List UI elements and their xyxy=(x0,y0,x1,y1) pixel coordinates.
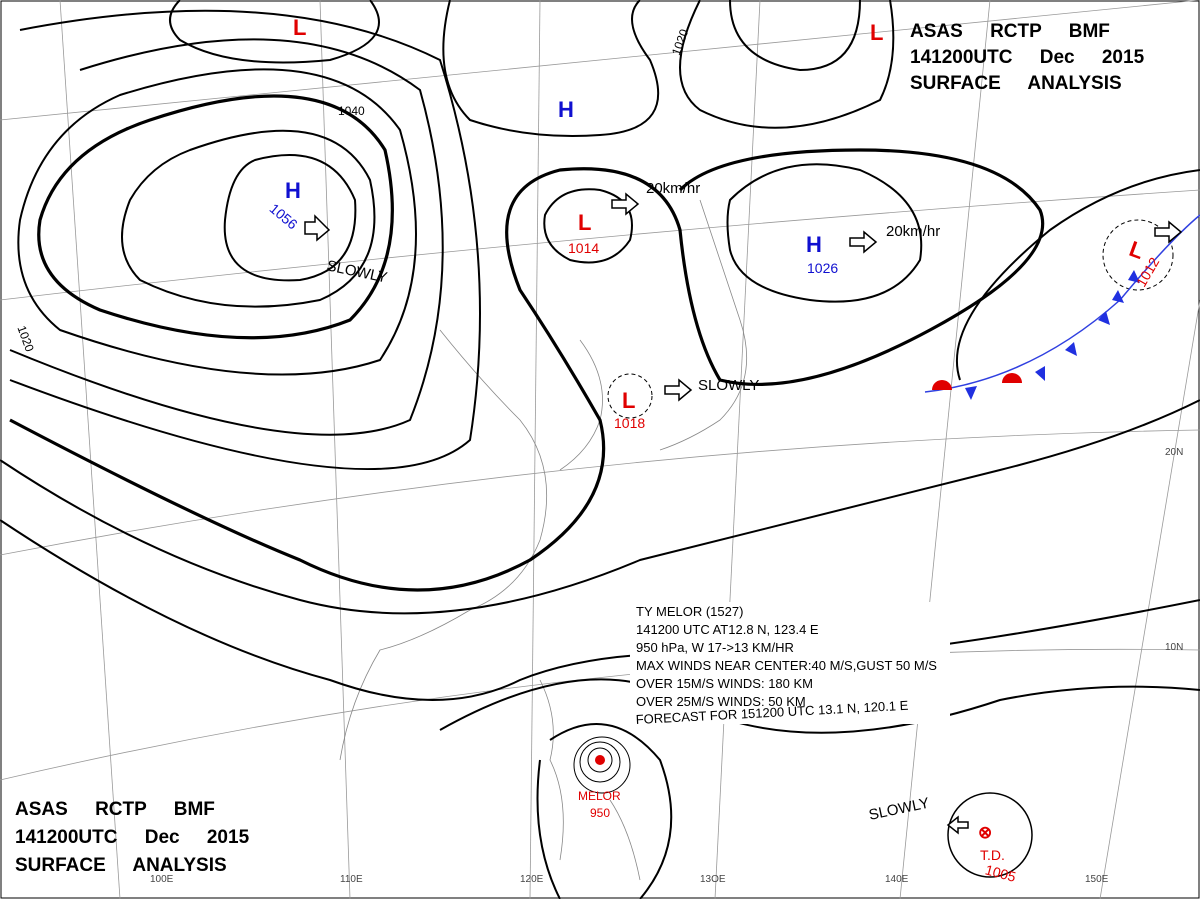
info-line: OVER 15M/S WINDS: 180 KM xyxy=(636,676,813,691)
lon-label: 110E xyxy=(340,874,363,885)
system-symbol: T.D. xyxy=(980,847,1005,863)
system-symbol: L xyxy=(622,388,635,413)
lon-label: 140E xyxy=(885,874,909,885)
header-line: ASAS RCTP BMF xyxy=(15,799,215,820)
coastlines xyxy=(339,199,748,881)
system-pressure: 1018 xyxy=(614,415,645,431)
lat-label: 20N xyxy=(1165,447,1183,458)
system-symbol: H xyxy=(558,97,574,122)
system-pressure: 1005 xyxy=(983,861,1017,885)
info-line: OVER 25M/S WINDS: 50 KM xyxy=(636,694,806,709)
system-symbol: H xyxy=(285,178,301,203)
headers: ASAS RCTP BMF 141200UTC Dec 2015 SURFACE… xyxy=(15,21,1145,876)
system-symbol: L xyxy=(870,20,883,45)
info-line: 141200 UTC AT12.8 N, 123.4 E xyxy=(636,622,819,637)
system-symbol: L xyxy=(578,210,591,235)
system-pressure: 1026 xyxy=(807,260,838,276)
lon-label: 120E xyxy=(520,874,544,885)
info-line: TY MELOR (1527) xyxy=(636,604,743,619)
lon-label: 100E xyxy=(150,874,174,885)
header-line: SURFACE ANALYSIS xyxy=(910,73,1122,94)
motion-label: 20km/hr xyxy=(646,180,700,197)
isobar-label: 1040 xyxy=(338,104,365,118)
front xyxy=(924,214,1200,400)
system-symbol: H xyxy=(806,232,822,257)
info-line: 950 hPa, W 17->13 KM/HR xyxy=(636,640,794,655)
lon-label: 150E xyxy=(1085,874,1109,885)
info-line: MAX WINDS NEAR CENTER:40 M/S,GUST 50 M/S xyxy=(636,658,937,673)
lon-label: 13OE xyxy=(700,874,726,885)
typhoon-center xyxy=(595,755,605,765)
motion-label: SLOWLY xyxy=(698,377,759,394)
header-line: 141200UTC Dec 2015 xyxy=(910,47,1145,68)
motion-label: 20km/hr xyxy=(886,223,940,240)
motion-arrows xyxy=(304,192,1183,835)
system-pressure: 950 xyxy=(590,806,610,820)
system-symbol: L xyxy=(293,15,306,40)
header-line: ASAS RCTP BMF xyxy=(910,21,1110,42)
header-line: 141200UTC Dec 2015 xyxy=(15,827,250,848)
system-symbol: ⊗ xyxy=(978,823,992,842)
system-symbol: MELOR xyxy=(578,789,621,803)
pressure-systems: H 1056 H 1026 H L 1014 L 1018 L 1012 L L… xyxy=(267,15,1163,885)
grid-labels: 20N 10N 100E 110E 120E 13OE 140E 150E xyxy=(150,447,1183,885)
info-box xyxy=(630,602,950,724)
lat-label: 10N xyxy=(1165,642,1183,653)
typhoon-info: TY MELOR (1527) 141200 UTC AT12.8 N, 123… xyxy=(630,602,950,727)
header-line: SURFACE ANALYSIS xyxy=(15,855,227,876)
system-pressure: 1014 xyxy=(568,240,599,256)
